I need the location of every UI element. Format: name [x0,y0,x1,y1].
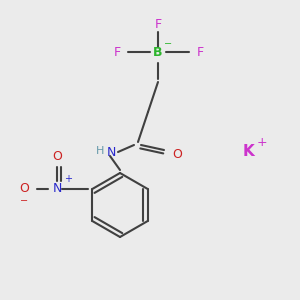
Text: N: N [106,146,116,158]
Text: F: F [196,46,204,59]
Text: K: K [242,145,254,160]
Text: +: + [64,174,72,184]
Text: O: O [52,149,62,163]
Text: −: − [164,39,172,49]
Text: H: H [96,146,104,156]
Text: F: F [113,46,121,59]
Text: O: O [19,182,29,196]
Text: N: N [52,182,62,196]
Text: O: O [172,148,182,160]
Text: +: + [257,136,267,148]
Text: −: − [20,196,28,206]
Text: B: B [153,46,163,59]
Text: F: F [154,19,162,32]
